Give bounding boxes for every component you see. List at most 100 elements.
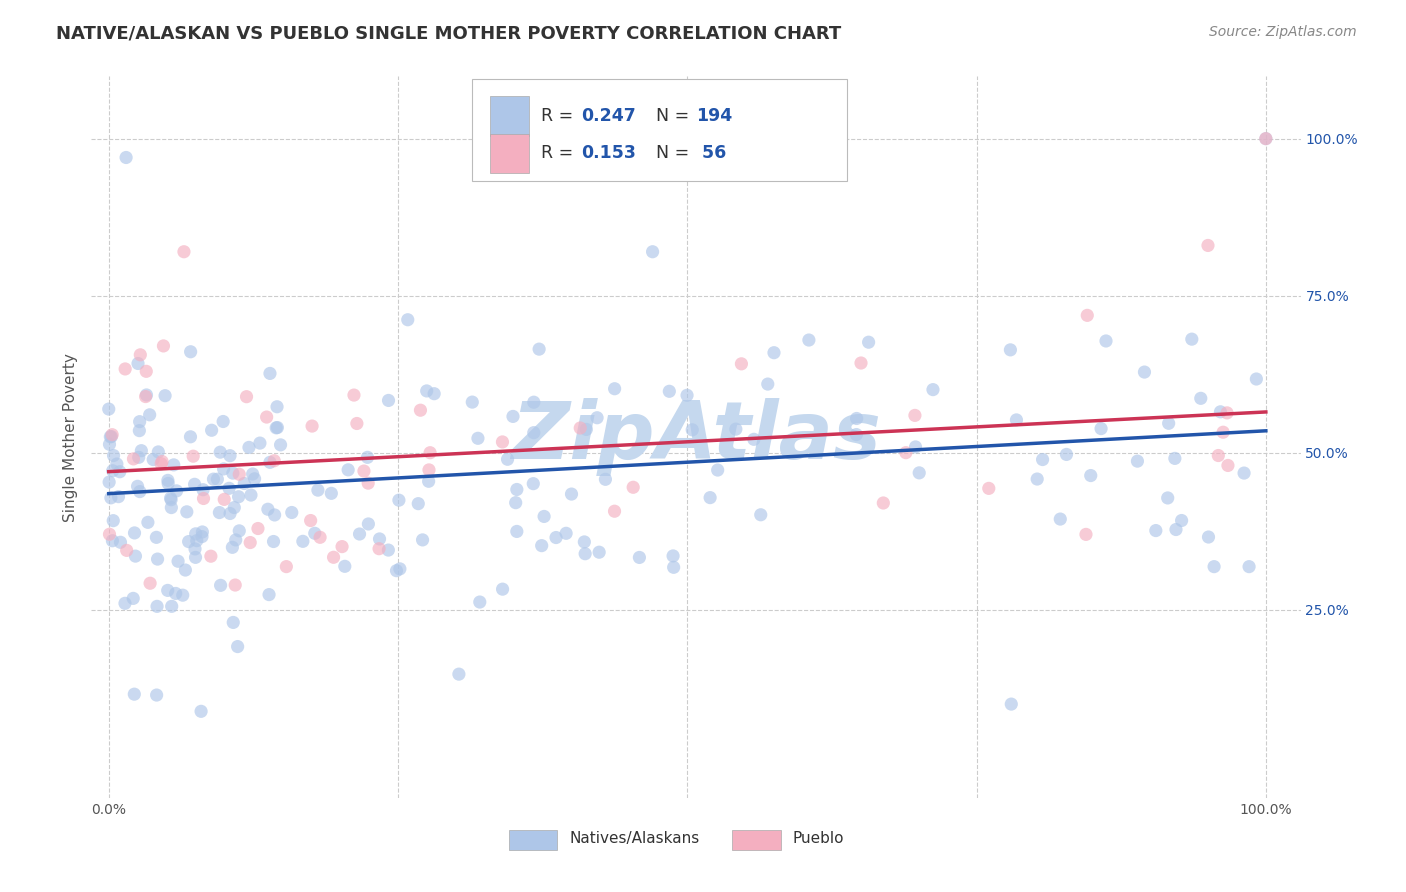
- Point: [98, 475, 121, 489]
- Point: [228, 490, 250, 504]
- Point: [160, 500, 183, 515]
- Point: [127, 357, 149, 371]
- Point: [1181, 332, 1204, 346]
- Point: [212, 492, 235, 507]
- Point: [491, 582, 513, 596]
- Point: [724, 422, 747, 436]
- Point: [1164, 451, 1187, 466]
- Point: [406, 497, 429, 511]
- Point: [184, 541, 207, 556]
- Point: [575, 422, 598, 436]
- Point: [447, 667, 470, 681]
- Point: [181, 449, 204, 463]
- Point: [1095, 334, 1118, 348]
- Point: [415, 384, 437, 398]
- Point: [228, 524, 250, 538]
- Point: [165, 586, 187, 600]
- Point: [180, 344, 202, 359]
- Point: [502, 409, 524, 424]
- FancyBboxPatch shape: [509, 830, 557, 850]
- Point: [129, 348, 152, 362]
- Point: [270, 438, 292, 452]
- Point: [208, 506, 231, 520]
- Point: [146, 599, 169, 614]
- Point: [218, 481, 240, 495]
- Point: [505, 496, 527, 510]
- Point: [259, 455, 281, 469]
- Point: [257, 588, 280, 602]
- Point: [281, 506, 304, 520]
- Point: [845, 427, 868, 442]
- Point: [1049, 512, 1071, 526]
- Point: [103, 449, 125, 463]
- Point: [574, 547, 596, 561]
- Point: [138, 408, 160, 422]
- Point: [98, 430, 121, 444]
- Point: [527, 342, 550, 356]
- Point: [242, 467, 264, 481]
- Point: [1026, 472, 1049, 486]
- Point: [1216, 458, 1239, 473]
- Point: [304, 526, 326, 541]
- FancyBboxPatch shape: [733, 830, 780, 850]
- Point: [301, 419, 323, 434]
- Point: [174, 563, 197, 577]
- Point: [845, 411, 868, 425]
- Point: [1080, 468, 1102, 483]
- Point: [1090, 421, 1112, 435]
- Point: [145, 688, 167, 702]
- Point: [496, 452, 519, 467]
- Text: Source: ZipAtlas.com: Source: ZipAtlas.com: [1209, 25, 1357, 39]
- Point: [603, 382, 626, 396]
- Point: [699, 491, 721, 505]
- Point: [337, 463, 360, 477]
- Point: [191, 483, 214, 497]
- Point: [706, 463, 728, 477]
- Point: [904, 409, 927, 423]
- Point: [628, 550, 651, 565]
- Point: [179, 430, 201, 444]
- Point: [184, 550, 207, 565]
- Point: [560, 487, 582, 501]
- Point: [239, 488, 262, 502]
- Point: [243, 472, 266, 486]
- Point: [124, 687, 146, 701]
- Point: [749, 508, 772, 522]
- Point: [595, 472, 617, 486]
- Point: [419, 446, 441, 460]
- Point: [225, 533, 247, 547]
- Point: [128, 450, 150, 465]
- Point: [128, 424, 150, 438]
- Point: [523, 425, 546, 440]
- Point: [533, 509, 555, 524]
- Point: [621, 480, 644, 494]
- Point: [219, 449, 242, 463]
- Text: N =: N =: [657, 145, 695, 162]
- Point: [200, 549, 222, 564]
- Point: [122, 591, 145, 606]
- Point: [1208, 449, 1230, 463]
- Point: [1216, 406, 1239, 420]
- Point: [977, 482, 1000, 496]
- Point: [322, 550, 344, 565]
- Point: [264, 421, 287, 435]
- Point: [186, 533, 208, 548]
- Text: N =: N =: [657, 107, 695, 125]
- Point: [569, 421, 592, 435]
- Point: [1032, 452, 1054, 467]
- Point: [219, 507, 242, 521]
- Point: [238, 441, 260, 455]
- Point: [107, 490, 129, 504]
- Point: [176, 505, 198, 519]
- Point: [101, 533, 124, 548]
- Point: [222, 615, 245, 630]
- Point: [167, 554, 190, 568]
- Point: [183, 477, 205, 491]
- Point: [115, 543, 138, 558]
- Point: [233, 476, 256, 491]
- Point: [396, 312, 419, 326]
- Point: [128, 415, 150, 429]
- Point: [1233, 466, 1256, 480]
- Point: [662, 560, 685, 574]
- Point: [172, 588, 194, 602]
